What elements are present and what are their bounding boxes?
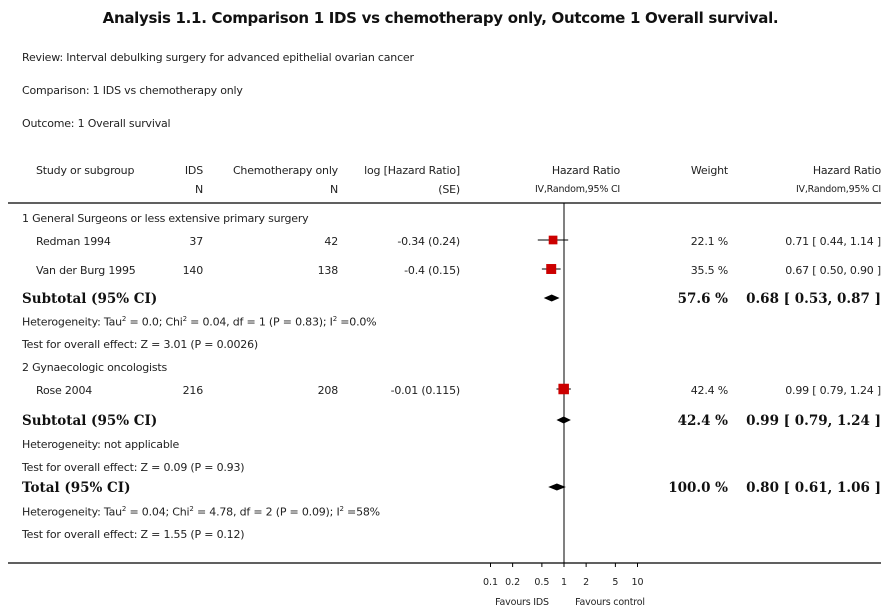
total-weight: 100.0 % — [668, 480, 728, 496]
overall-effect-2: Test for overall effect: Z = 0.09 (P = 0… — [22, 461, 245, 474]
weight-redman: 22.1 % — [690, 235, 728, 248]
heterogeneity-1: Heterogeneity: Tau2 = 0.0; Chi2 = 0.04, … — [22, 315, 377, 329]
favours-right-label: Favours control — [575, 597, 645, 608]
outcome-line: Outcome: 1 Overall survival — [22, 117, 171, 130]
ids-n-redman: 37 — [189, 235, 203, 248]
header-chemo: Chemotherapy only — [232, 164, 338, 177]
header-ids-n: N — [194, 183, 203, 196]
header-loghr-se: (SE) — [438, 183, 460, 196]
header-weight: Weight — [690, 164, 728, 177]
total-hr: 0.80 [ 0.61, 1.06 ] — [746, 480, 881, 496]
weight-vanderburg: 35.5 % — [690, 264, 728, 277]
study-marker — [548, 235, 558, 245]
pooled-diamond — [543, 294, 560, 302]
header-study: Study or subgroup — [36, 164, 135, 177]
weight-rose: 42.4 % — [690, 384, 728, 397]
study-name-rose: Rose 2004 — [36, 384, 93, 397]
study-marker — [558, 383, 569, 395]
overall-effect-total: Test for overall effect: Z = 1.55 (P = 0… — [22, 528, 245, 541]
total-label: Total (95% CI) — [22, 480, 131, 496]
chemo-n-redman: 42 — [324, 235, 338, 248]
header-hr: Hazard Ratio — [812, 164, 881, 177]
hr-redman: 0.71 [ 0.44, 1.14 ] — [785, 235, 881, 248]
group-1-label: 1 General Surgeons or less extensive pri… — [22, 212, 309, 225]
axis-tick-label: 0.2 — [505, 577, 520, 588]
header-hr-plot-method: IV,Random,95% CI — [534, 184, 620, 195]
hr-rose: 0.99 [ 0.79, 1.24 ] — [785, 384, 881, 397]
subtotal-2-hr: 0.99 [ 0.79, 1.24 ] — [746, 413, 881, 429]
chemo-n-vanderburg: 138 — [317, 264, 339, 277]
header-loghr: log [Hazard Ratio] — [364, 164, 460, 177]
subtotal-2-label: Subtotal (95% CI) — [22, 413, 158, 429]
group-2-label: 2 Gynaecologic oncologists — [22, 361, 168, 374]
comparison-line: Comparison: 1 IDS vs chemotherapy only — [22, 84, 243, 97]
header-hr-method: IV,Random,95% CI — [795, 184, 881, 195]
axis-tick-label: 10 — [631, 577, 643, 588]
study-name-vanderburg: Van der Burg 1995 — [36, 264, 136, 277]
pooled-diamond — [556, 416, 571, 424]
axis-tick-label: 2 — [583, 577, 589, 588]
header-hr-plot: Hazard Ratio — [551, 164, 620, 177]
ids-n-rose: 216 — [182, 384, 204, 397]
page-title: Analysis 1.1. Comparison 1 IDS vs chemot… — [102, 9, 779, 27]
header-chemo-n: N — [329, 183, 338, 196]
overall-effect-1: Test for overall effect: Z = 3.01 (P = 0… — [22, 338, 258, 351]
review-line: Review: Interval debulking surgery for a… — [22, 51, 414, 64]
loghr-vanderburg: -0.4 (0.15) — [404, 264, 460, 277]
subtotal-2-weight: 42.4 % — [677, 413, 728, 429]
axis-tick-label: 1 — [561, 577, 567, 588]
study-marker — [546, 264, 557, 274]
heterogeneity-total: Heterogeneity: Tau2 = 0.04; Chi2 = 4.78,… — [22, 505, 380, 519]
forest-plot-marks: 0.1 0.2 0.5 1 2 5 10 — [483, 203, 644, 588]
loghr-rose: -0.01 (0.115) — [390, 384, 461, 397]
axis-tick-label: 0.1 — [483, 577, 498, 588]
subtotal-1-label: Subtotal (95% CI) — [22, 291, 158, 307]
pooled-diamond — [548, 483, 566, 491]
heterogeneity-2: Heterogeneity: not applicable — [22, 438, 180, 451]
axis-tick-label: 0.5 — [534, 577, 549, 588]
favours-left-label: Favours IDS — [495, 597, 549, 608]
chemo-n-rose: 208 — [317, 384, 339, 397]
ids-n-vanderburg: 140 — [182, 264, 204, 277]
study-name-redman: Redman 1994 — [36, 235, 111, 248]
subtotal-1-weight: 57.6 % — [677, 291, 728, 307]
axis-tick-label: 5 — [612, 577, 618, 588]
header-ids: IDS — [184, 164, 203, 177]
loghr-redman: -0.34 (0.24) — [397, 235, 460, 248]
subtotal-1-hr: 0.68 [ 0.53, 0.87 ] — [746, 291, 881, 307]
hr-vanderburg: 0.67 [ 0.50, 0.90 ] — [785, 264, 881, 277]
